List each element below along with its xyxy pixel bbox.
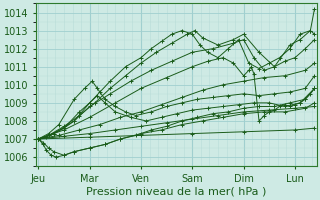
- X-axis label: Pression niveau de la mer( hPa ): Pression niveau de la mer( hPa ): [86, 187, 266, 197]
